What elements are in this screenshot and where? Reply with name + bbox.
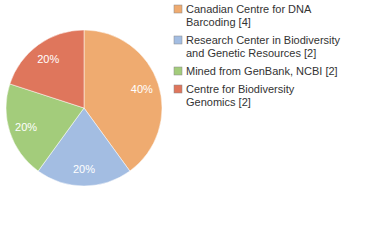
legend-swatch [174,67,182,75]
data-label: 20% [37,53,59,65]
pie [6,30,162,186]
legend-label: Canadian Centre for DNABarcoding [4] [186,3,312,28]
legend-label-line: Genomics [2] [186,96,251,108]
pie-slice [10,30,84,108]
legend-swatch [174,36,182,44]
legend-label: Research Center in Biodiversityand Genet… [186,34,341,59]
legend: Canadian Centre for DNABarcoding [4] Rese… [174,3,341,108]
legend-label-line: Barcoding [4] [186,16,251,28]
legend-label-line: Research Center in Biodiversity [186,34,341,46]
legend-label-line: and Genetic Resources [2] [186,47,316,59]
legend-swatch [174,85,182,93]
legend-label-line: Canadian Centre for DNA [186,3,312,15]
legend-swatch [174,5,182,13]
data-label: 40% [131,83,153,95]
legend-label-line: Centre for Biodiversity [186,83,295,95]
data-labels: 40% 20% 20% 20% [15,53,153,175]
chart: 40% 20% 20% 20% Canadian Centre for DNABarco… [0,0,380,240]
legend-label-line: Mined from GenBank, NCBI [2] [186,65,338,77]
legend-label: Mined from GenBank, NCBI [2] [186,65,338,77]
data-label: 20% [15,121,37,133]
data-label: 20% [73,163,95,175]
legend-label: Centre for BiodiversityGenomics [2] [186,83,295,108]
